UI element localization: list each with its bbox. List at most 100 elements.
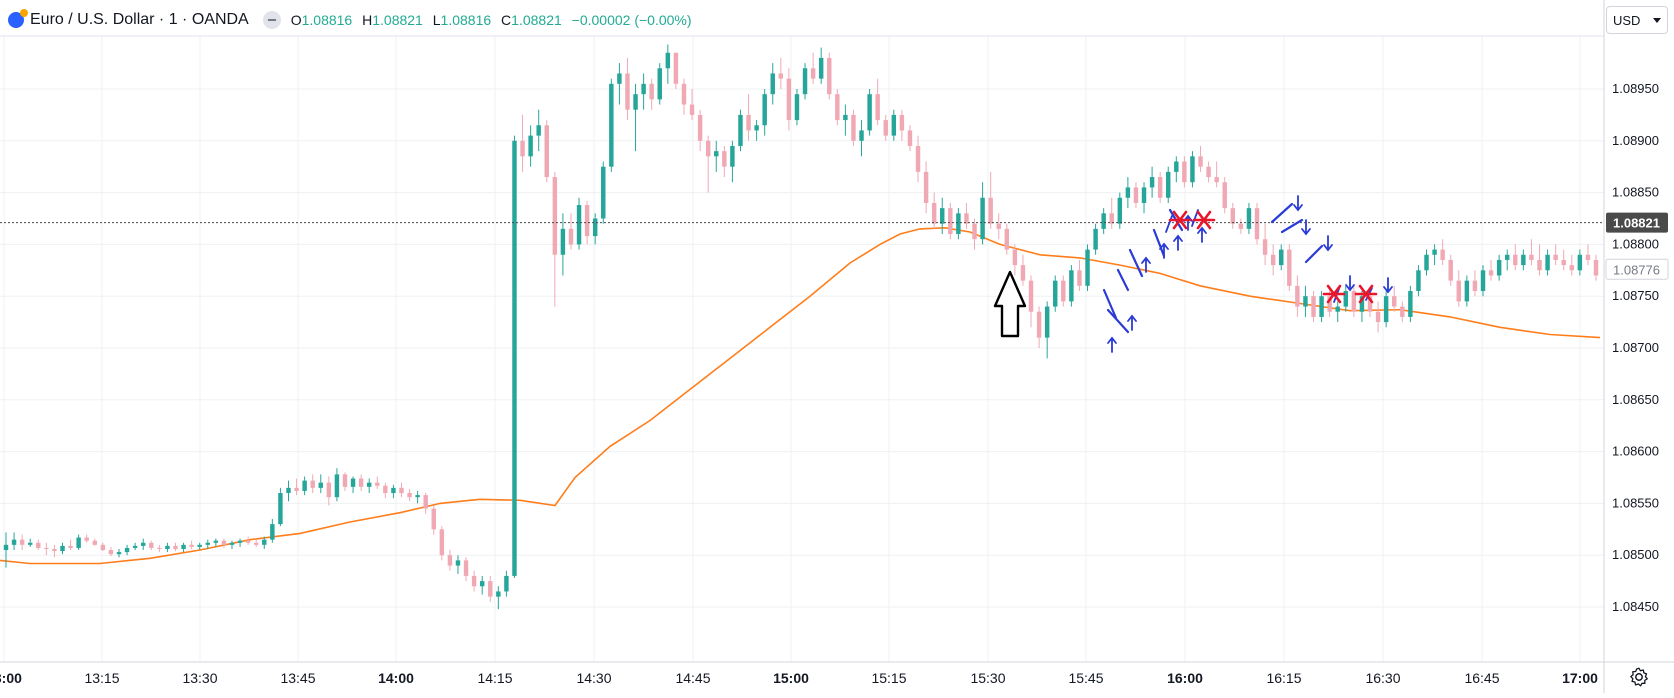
candle-body: [334, 474, 340, 498]
small-up-arrow[interactable]: [1107, 336, 1117, 353]
trend-stroke[interactable]: [1165, 215, 1173, 233]
change-value: −0.00002 (−0.00%): [571, 12, 692, 28]
candle-body: [439, 529, 445, 556]
ma-price-tag: [1605, 258, 1669, 280]
price-tick-label: 1.08500: [1612, 547, 1659, 562]
high-value: 1.08821: [372, 12, 423, 28]
candle-body: [899, 114, 905, 131]
small-up-arrow[interactable]: [1141, 256, 1151, 273]
candle-body: [1496, 259, 1502, 276]
candle-body: [1149, 177, 1155, 188]
candle-body: [1504, 254, 1510, 260]
price-tick-label: 1.08850: [1612, 185, 1659, 200]
candle-body: [1408, 291, 1413, 317]
price-axis[interactable]: 1.08950 1.08900 1.08850 1.08800 1.08750 1.087…: [1605, 81, 1669, 614]
time-tick-label: 16:15: [1266, 670, 1301, 686]
trend-stroke[interactable]: [1280, 218, 1304, 234]
candle-body: [964, 213, 969, 224]
candle-body: [60, 545, 65, 552]
candle-body: [1077, 270, 1082, 286]
trend-stroke[interactable]: [1270, 202, 1294, 224]
candle-body: [1270, 254, 1276, 266]
candle-body: [1125, 187, 1131, 198]
candle-body: [165, 545, 170, 549]
red-star-mark[interactable]: [1192, 210, 1216, 230]
candle-body: [1157, 177, 1163, 198]
small-down-arrow[interactable]: [1293, 195, 1303, 212]
candle-body: [270, 524, 275, 540]
trend-stroke[interactable]: [1106, 308, 1130, 334]
candle-body: [3, 544, 9, 551]
candle-body: [504, 575, 509, 592]
candle-body: [601, 166, 606, 219]
small-down-arrow[interactable]: [1345, 275, 1355, 292]
time-axis[interactable]: 13:00 13:15 13:30 13:45 14:00 14:15 14:30 14:45…: [0, 670, 1598, 686]
candle-body: [1521, 254, 1526, 266]
small-down-arrow[interactable]: [1301, 219, 1311, 236]
ma-price-tag-label: 1.08776: [1613, 262, 1660, 277]
candle-body: [197, 544, 202, 547]
small-down-arrow[interactable]: [1323, 235, 1333, 252]
drawing-annotations[interactable]: [993, 195, 1393, 353]
candle-body: [923, 171, 929, 203]
red-star-mark[interactable]: [1322, 284, 1346, 304]
candle-body: [1311, 296, 1316, 317]
candle-body: [1537, 259, 1542, 271]
candle-body: [1012, 249, 1018, 266]
candle-body: [1174, 161, 1179, 172]
low-key: L: [432, 12, 441, 28]
candle-body: [689, 104, 695, 115]
trend-stroke[interactable]: [1152, 228, 1166, 258]
candle-body: [229, 542, 235, 545]
candle-body: [1141, 187, 1147, 203]
eurusd-flag-icon[interactable]: [8, 9, 28, 28]
candle-body: [1117, 197, 1123, 224]
small-up-arrow[interactable]: [1197, 226, 1207, 243]
price-tick-label: 1.08750: [1612, 288, 1659, 303]
candle-body: [859, 130, 864, 141]
time-tick-label: 14:15: [477, 670, 512, 686]
candle-body: [714, 151, 719, 157]
red-star-mark[interactable]: [1168, 210, 1192, 230]
candle-body: [366, 482, 372, 487]
candle-body: [253, 542, 259, 545]
collapse-legend-icon[interactable]: [262, 11, 281, 29]
candle-body: [609, 83, 614, 167]
currency-select[interactable]: USD: [1606, 6, 1668, 34]
candle-body: [633, 94, 638, 110]
red-star-mark[interactable]: [1354, 284, 1378, 304]
candle-body: [948, 208, 953, 235]
candle-body: [1222, 182, 1227, 209]
trend-stroke[interactable]: [1128, 248, 1144, 278]
candle-body: [794, 94, 800, 121]
candle-body: [867, 94, 872, 131]
candle-body: [124, 547, 130, 553]
small-up-arrow[interactable]: [1173, 234, 1183, 251]
time-tick-label: 13:00: [0, 670, 22, 686]
candle-body: [988, 197, 993, 224]
trend-stroke[interactable]: [1116, 268, 1130, 292]
candle-body: [1375, 311, 1381, 323]
candle-body: [1190, 156, 1195, 183]
candle-body: [617, 73, 622, 84]
small-down-arrow[interactable]: [1383, 277, 1393, 294]
candle-body: [342, 474, 348, 487]
candle-body: [1351, 291, 1357, 312]
trend-stroke[interactable]: [1304, 244, 1324, 264]
candle-body: [1400, 306, 1405, 317]
time-tick-label: 15:30: [970, 670, 1005, 686]
time-tick-label: 14:30: [576, 670, 611, 686]
gear-icon[interactable]: [1628, 666, 1650, 688]
moving-average-line: [0, 226, 1601, 565]
symbol-title[interactable]: Euro / U.S. Dollar · 1 · OANDA: [30, 11, 249, 28]
up-arrow-icon[interactable]: [993, 270, 1027, 338]
small-up-arrow[interactable]: [1159, 242, 1169, 259]
candle-body: [1238, 223, 1244, 229]
candle-body: [851, 114, 856, 141]
trend-stroke[interactable]: [1102, 288, 1118, 320]
candle-body: [1585, 254, 1591, 260]
small-up-arrow[interactable]: [1127, 314, 1137, 331]
candle-body: [415, 495, 420, 498]
